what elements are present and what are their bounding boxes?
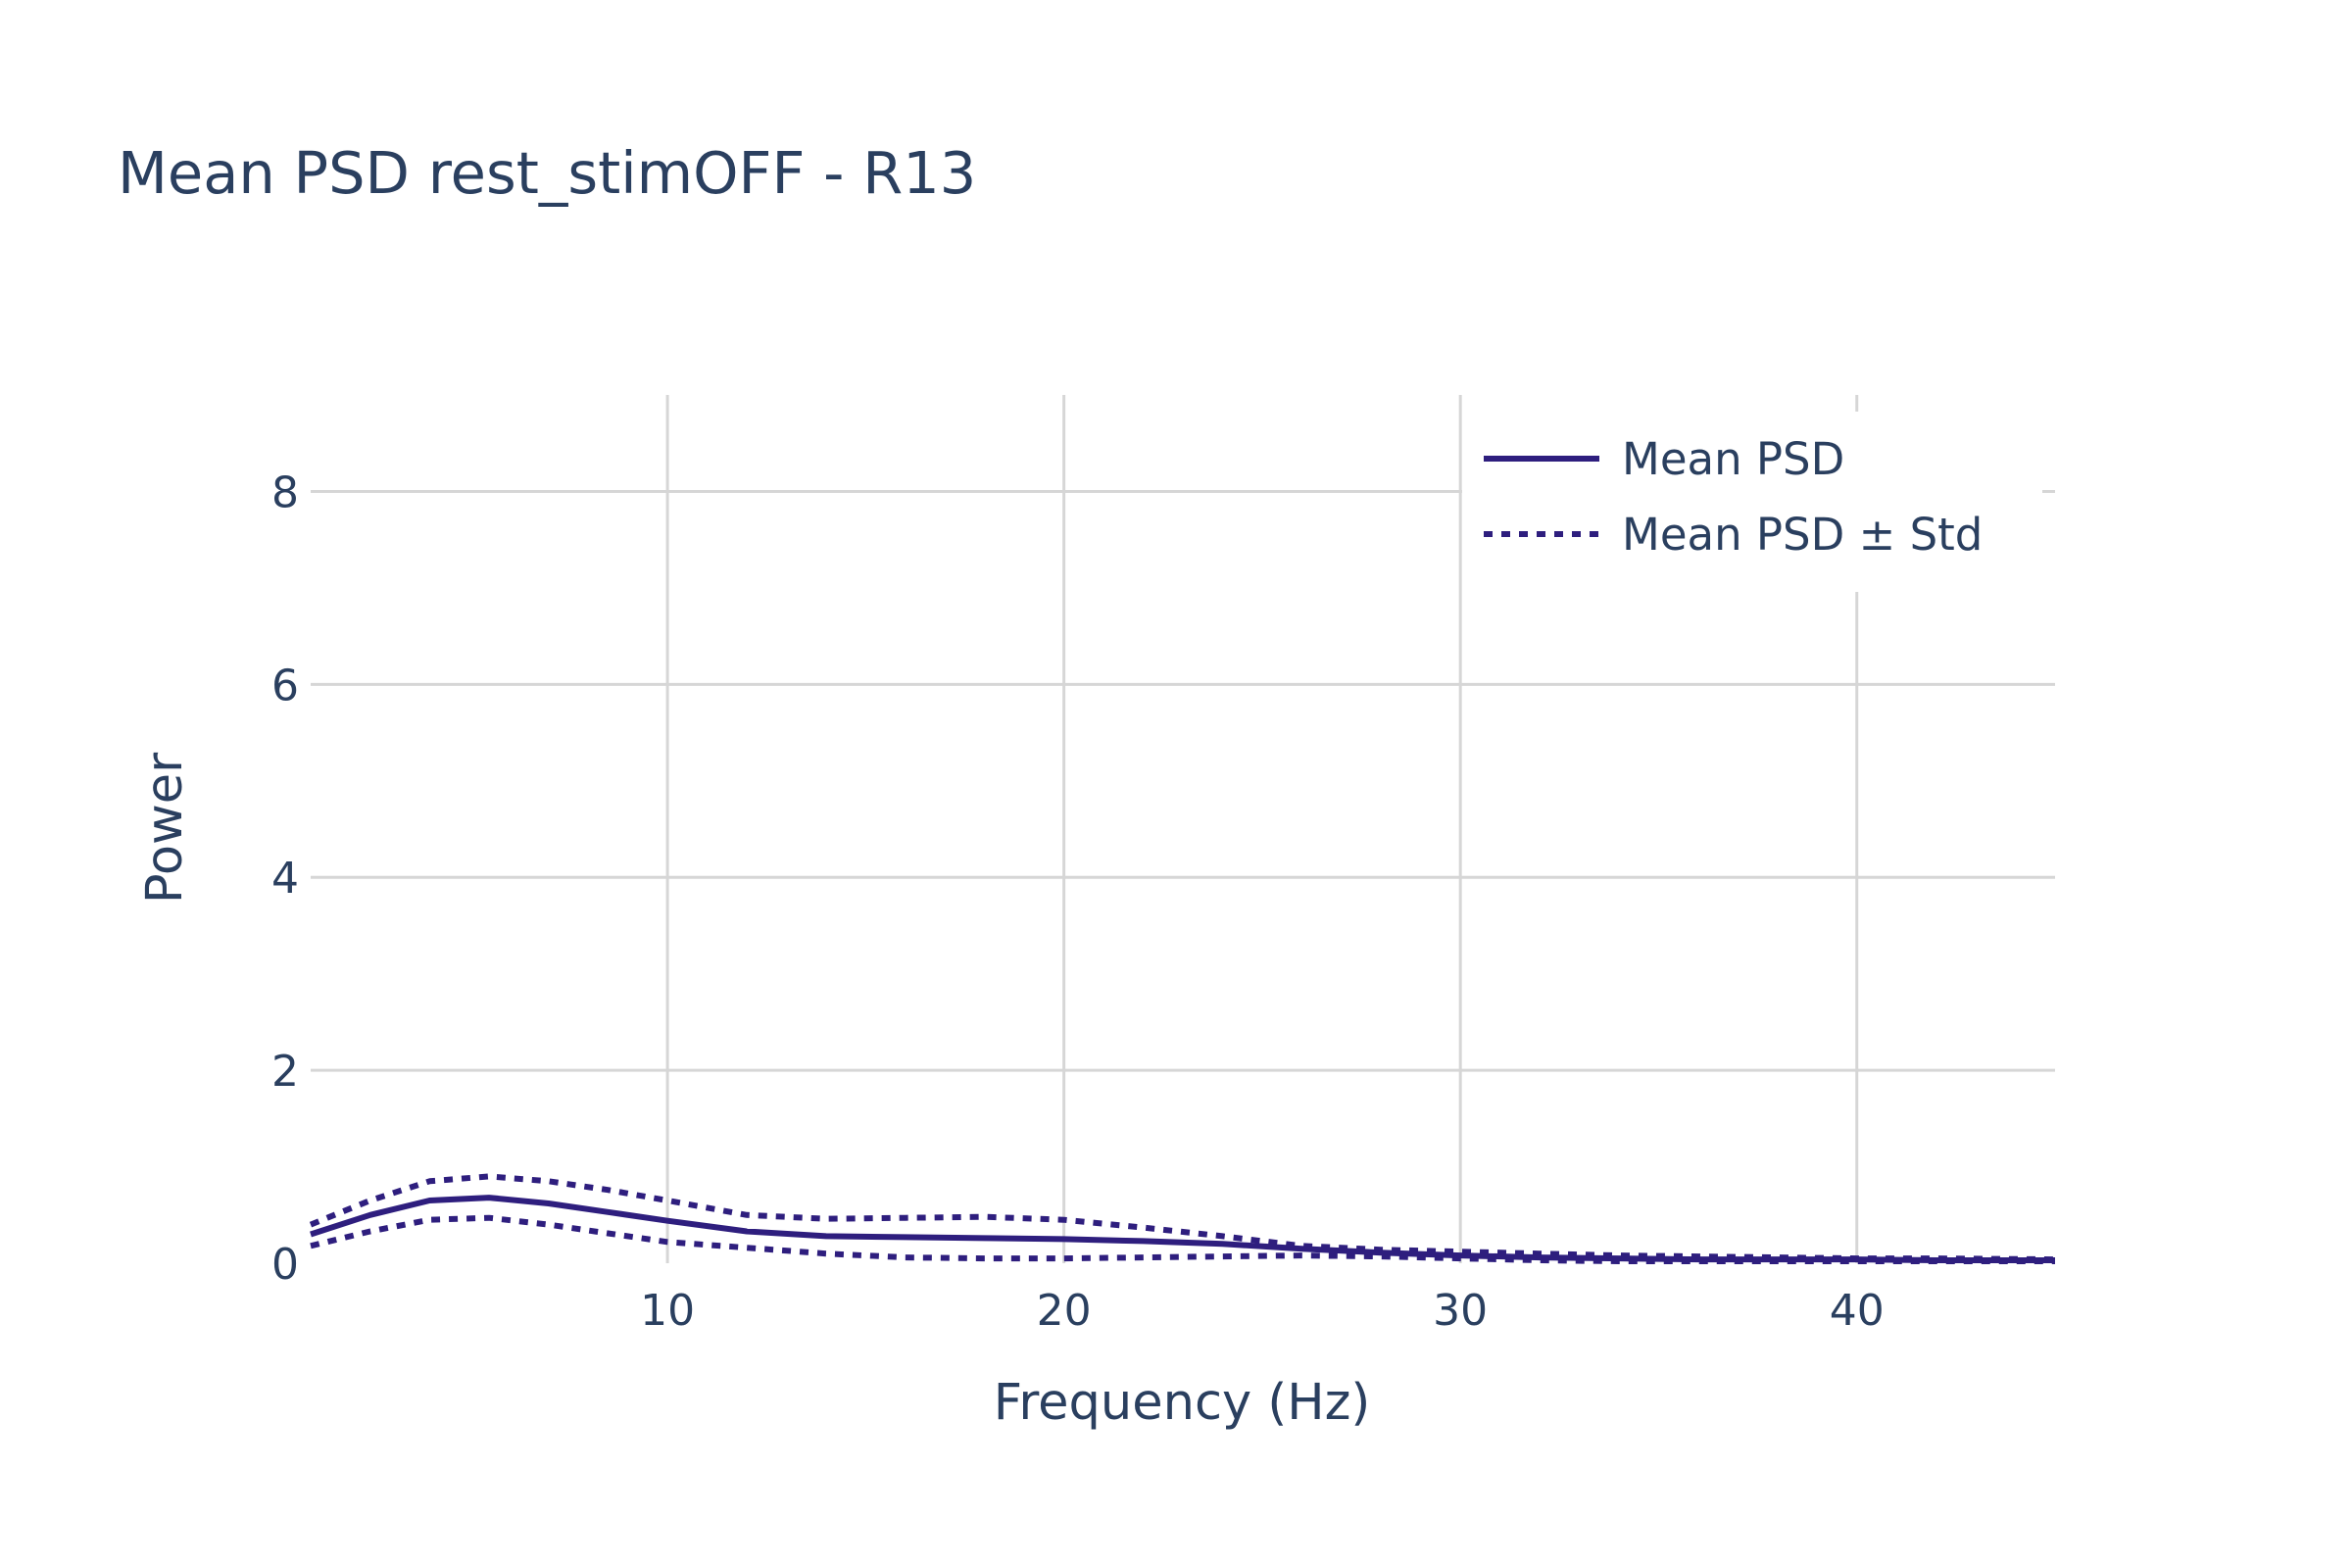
legend-label-mean-psd-std: Mean PSD ± Std: [1622, 509, 1983, 561]
x-tick-label: 40: [1830, 1286, 1885, 1336]
mean-psd-minus-std-line: [310, 1214, 2055, 1264]
legend[interactable]: Mean PSD Mean PSD ± Std: [1462, 412, 2042, 592]
legend-background: [1462, 412, 2042, 592]
y-tick-label: 0: [271, 1240, 299, 1290]
y-tick-label: 8: [271, 467, 299, 517]
y-tick-label: 6: [271, 661, 299, 710]
chart-title: Mean PSD rest_stimOFF - R13: [118, 139, 976, 207]
y-tick-label: 2: [271, 1047, 299, 1097]
y-tick-label: 4: [271, 854, 299, 904]
x-tick-label: 30: [1433, 1286, 1488, 1336]
x-tick-label: 10: [640, 1286, 695, 1336]
y-axis-title: Power: [136, 753, 194, 904]
legend-label-mean-psd: Mean PSD: [1622, 433, 1844, 485]
series-layer: [309, 1173, 2056, 1264]
mean-psd-plus-std-line: [309, 1173, 2056, 1263]
x-tick-label: 20: [1037, 1286, 1092, 1336]
grid: [311, 395, 2055, 1263]
tick-labels: 0 2 4 6 8 10 20 30 40: [271, 467, 1885, 1336]
x-axis-title: Frequency (Hz): [994, 1374, 1371, 1432]
